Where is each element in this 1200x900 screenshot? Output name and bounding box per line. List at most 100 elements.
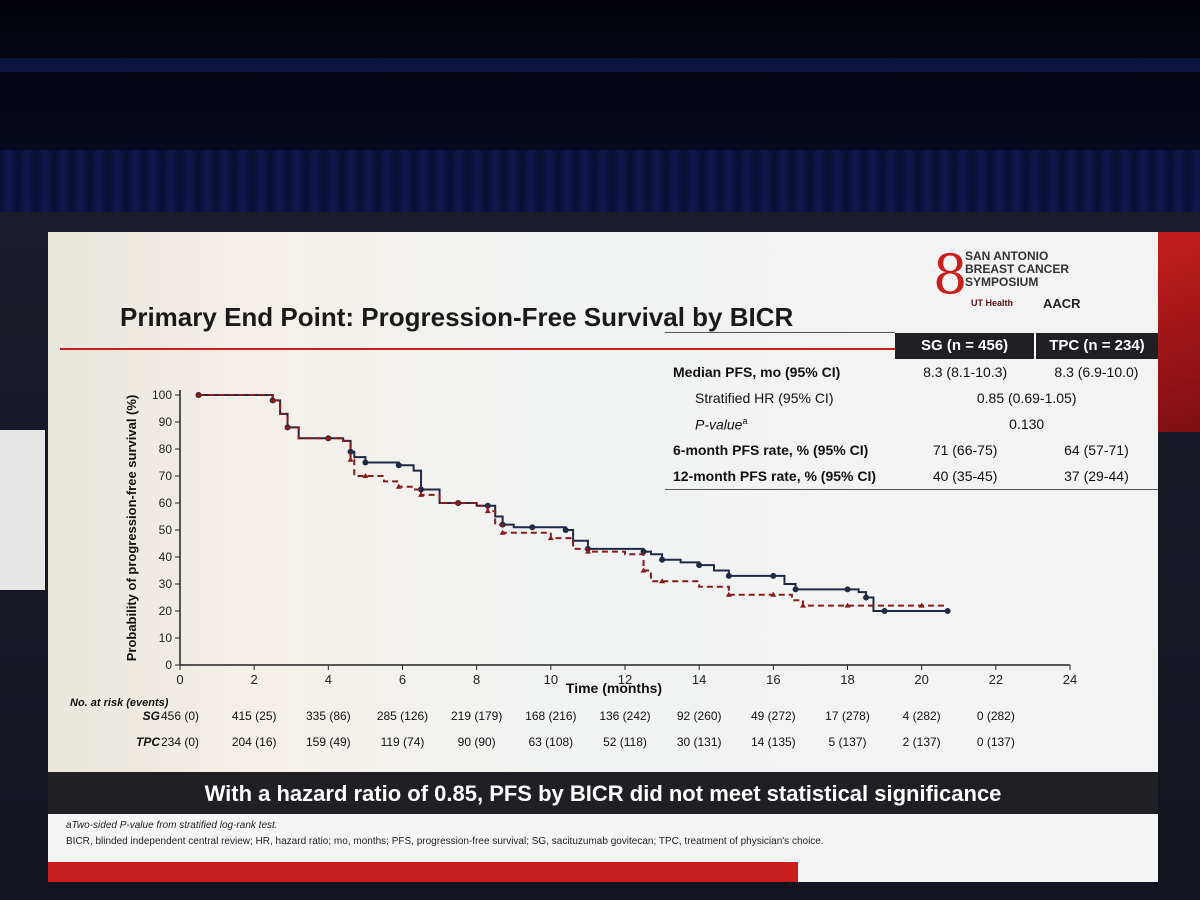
- logo-org-aacr: AACR: [1043, 296, 1081, 311]
- censor-mark: [640, 548, 647, 555]
- stats-row-label: P-value: [695, 416, 743, 433]
- stats-row: Stratified HR (95% CI) 0.85 (0.69-1.05): [665, 385, 1158, 411]
- censor-mark: [418, 486, 425, 493]
- censor-mark: [395, 462, 402, 469]
- x-tick-label: 0: [176, 672, 183, 687]
- stats-header-sg: SG (n = 456): [895, 332, 1036, 359]
- risk-cell: 219 (179): [451, 709, 502, 723]
- presentation-slide: 8 SAN ANTONIO BREAST CANCER SYMPOSIUM UT…: [48, 232, 1158, 882]
- censor-mark: [863, 594, 870, 601]
- risk-cell: 119 (74): [381, 735, 425, 749]
- censor-mark: [418, 491, 425, 497]
- censor-mark: [362, 473, 369, 478]
- x-tick-label: 14: [692, 672, 706, 687]
- censor-mark: [640, 567, 647, 573]
- censor-mark: [529, 524, 536, 531]
- risk-cell: 2 (137): [903, 735, 941, 749]
- censor-mark: [347, 456, 354, 462]
- chart-curves: [195, 392, 951, 614]
- censor-mark: [195, 392, 202, 397]
- stats-row-sg: 40 (35-45): [895, 463, 1035, 490]
- censor-mark: [725, 572, 732, 579]
- risk-cell: 168 (216): [525, 709, 576, 723]
- censor-mark: [347, 448, 354, 455]
- stats-header-blank: [665, 332, 896, 359]
- censor-mark: [770, 591, 777, 597]
- censor-mark: [770, 572, 777, 579]
- y-tick-label: 100: [152, 388, 172, 402]
- censor-mark: [395, 483, 402, 489]
- y-tick-label: 0: [165, 658, 172, 672]
- censor-mark: [659, 578, 666, 584]
- y-tick-label: 50: [159, 523, 173, 537]
- censor-mark: [696, 562, 703, 569]
- series-line-tpc: [198, 394, 948, 607]
- censor-mark: [792, 586, 799, 593]
- risk-row-label: TPC: [136, 735, 160, 749]
- censor-mark: [499, 529, 506, 535]
- risk-cell: 90 (90): [458, 735, 496, 749]
- risk-cell: 17 (278): [825, 709, 870, 723]
- y-tick-label: 60: [159, 496, 173, 510]
- logo-org-ut: UT Health: [971, 298, 1014, 308]
- risk-table-title: No. at risk (events): [70, 697, 169, 709]
- stats-row-sup: a: [742, 415, 748, 426]
- risk-table: SG 456 (0) 415 (25) 335 (86) 285 (126) 219 (1…: [136, 709, 1015, 749]
- title-rule: [60, 348, 1130, 350]
- screen-edge-left: [0, 430, 45, 590]
- risk-cell: 204 (16): [232, 735, 277, 749]
- censor-mark: [881, 608, 888, 614]
- censor-mark: [844, 602, 851, 608]
- risk-row-label: SG: [143, 709, 160, 723]
- censor-mark: [325, 435, 332, 441]
- stats-row: P-valuea 0.130: [665, 411, 1158, 437]
- stats-row-tpc: 64 (57-71): [1064, 442, 1129, 458]
- risk-cell: 159 (49): [306, 735, 351, 749]
- censor-mark: [562, 527, 569, 533]
- risk-cell: 456 (0): [161, 709, 199, 723]
- stats-row-combined: 0.85 (0.69-1.05): [976, 390, 1077, 406]
- x-tick-label: 20: [914, 672, 928, 687]
- x-tick-label: 16: [766, 672, 780, 687]
- x-axis-label: Time (months): [566, 680, 662, 696]
- stats-row: 6-month PFS rate, % (95% CI) 71 (66-75) …: [665, 437, 1158, 463]
- y-tick-label: 10: [159, 631, 173, 645]
- censor-mark: [284, 424, 291, 430]
- stats-row-label: 6-month PFS rate, % (95% CI): [673, 442, 869, 458]
- risk-cell: 234 (0): [161, 735, 199, 749]
- censor-mark: [844, 586, 851, 593]
- logo-text-line2: BREAST CANCER: [965, 262, 1070, 276]
- conclusion-banner: With a hazard ratio of 0.85, PFS by BICR…: [48, 772, 1158, 814]
- censor-mark: [918, 602, 925, 608]
- risk-cell: 136 (242): [599, 709, 650, 723]
- censor-mark: [725, 591, 732, 597]
- x-tick-label: 18: [840, 672, 854, 687]
- series-line-sg: [198, 394, 948, 612]
- stats-row-label-wrap: P-valuea: [665, 411, 895, 437]
- stats-table: SG (n = 456) TPC (n = 234) Median PFS, m…: [665, 332, 1158, 490]
- x-tick-label: 2: [251, 672, 258, 687]
- risk-cell: 49 (272): [751, 709, 796, 723]
- risk-cell: 415 (25): [232, 709, 277, 723]
- stats-row-tpc: 37 (29-44): [1034, 463, 1158, 490]
- x-tick-label: 4: [325, 672, 332, 687]
- x-tick-label: 6: [399, 672, 406, 687]
- censor-mark: [484, 502, 491, 509]
- censor-mark: [584, 548, 591, 554]
- risk-cell: 0 (137): [977, 735, 1015, 749]
- risk-cell: 52 (118): [603, 735, 647, 749]
- x-tick-label: 22: [989, 672, 1003, 687]
- stats-row-sg: 8.3 (8.1-10.3): [923, 364, 1008, 380]
- censor-mark: [269, 397, 276, 403]
- stats-row-label: 12-month PFS rate, % (95% CI): [665, 463, 896, 490]
- stats-row: Median PFS, mo (95% CI) 8.3 (8.1-10.3) 8…: [665, 359, 1158, 385]
- censor-mark: [484, 508, 491, 514]
- stage-truss: [0, 58, 1200, 72]
- x-tick-label: 12: [618, 672, 632, 687]
- stats-row-label: Stratified HR (95% CI): [695, 390, 834, 406]
- x-tick-label: 24: [1063, 672, 1077, 687]
- risk-cell: 30 (131): [677, 735, 722, 749]
- censor-mark: [362, 459, 369, 466]
